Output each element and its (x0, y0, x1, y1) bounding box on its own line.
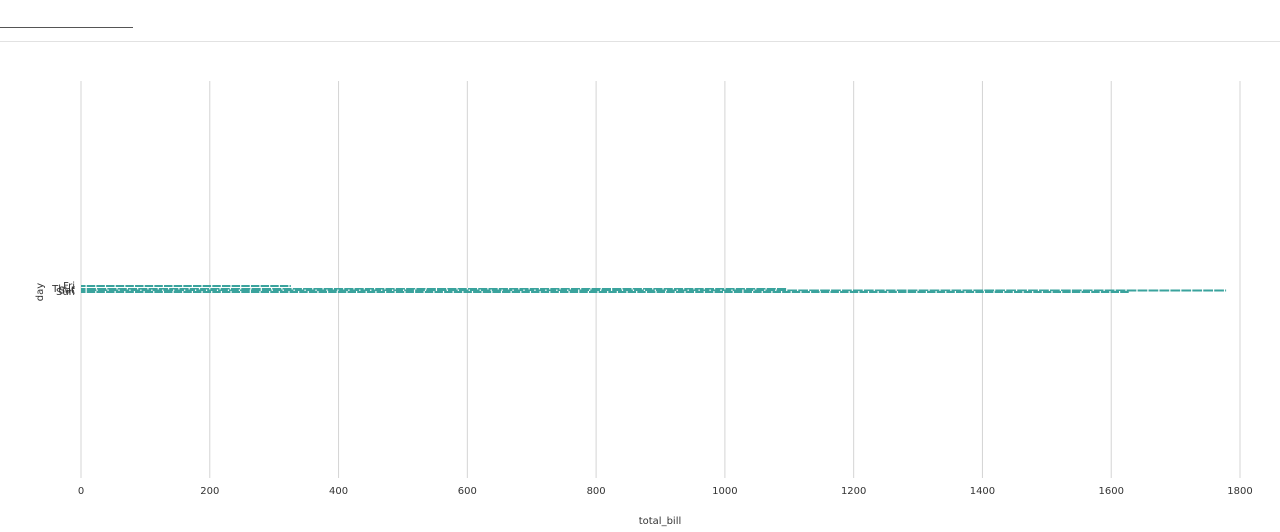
bar-thur (81, 288, 787, 290)
top-divider (0, 41, 1280, 42)
x-tick-label: 1400 (970, 486, 995, 497)
x-tick-labels: 0 200 400 600 800 1000 1200 1400 1600 1800 (78, 486, 1253, 497)
x-tick-label: 1200 (841, 486, 866, 497)
x-tick-label: 400 (329, 486, 348, 497)
x-axis-title: total_bill (639, 516, 682, 527)
x-tick-label: 1800 (1227, 486, 1252, 497)
bars (81, 285, 1227, 293)
bar-sun (81, 291, 1129, 293)
y-axis-title: day (35, 283, 46, 301)
y-tick-label-fri: Fri (63, 281, 75, 292)
bar-sat (81, 289, 1227, 292)
x-tick-label: 200 (200, 486, 219, 497)
top-tab-underline (0, 27, 133, 28)
y-tick-label-sun: Sun (56, 287, 75, 298)
grid-lines (80, 81, 1241, 478)
x-tick-label: 800 (587, 486, 606, 497)
x-tick-label: 1600 (1098, 486, 1123, 497)
bar-fri (81, 285, 291, 287)
y-tick-label-thur: Thur (51, 284, 76, 295)
x-tick-label: 600 (458, 486, 477, 497)
x-tick-label: 1000 (712, 486, 737, 497)
x-tick-label: 0 (78, 486, 84, 497)
y-tick-label-sat: Sat (59, 286, 75, 297)
